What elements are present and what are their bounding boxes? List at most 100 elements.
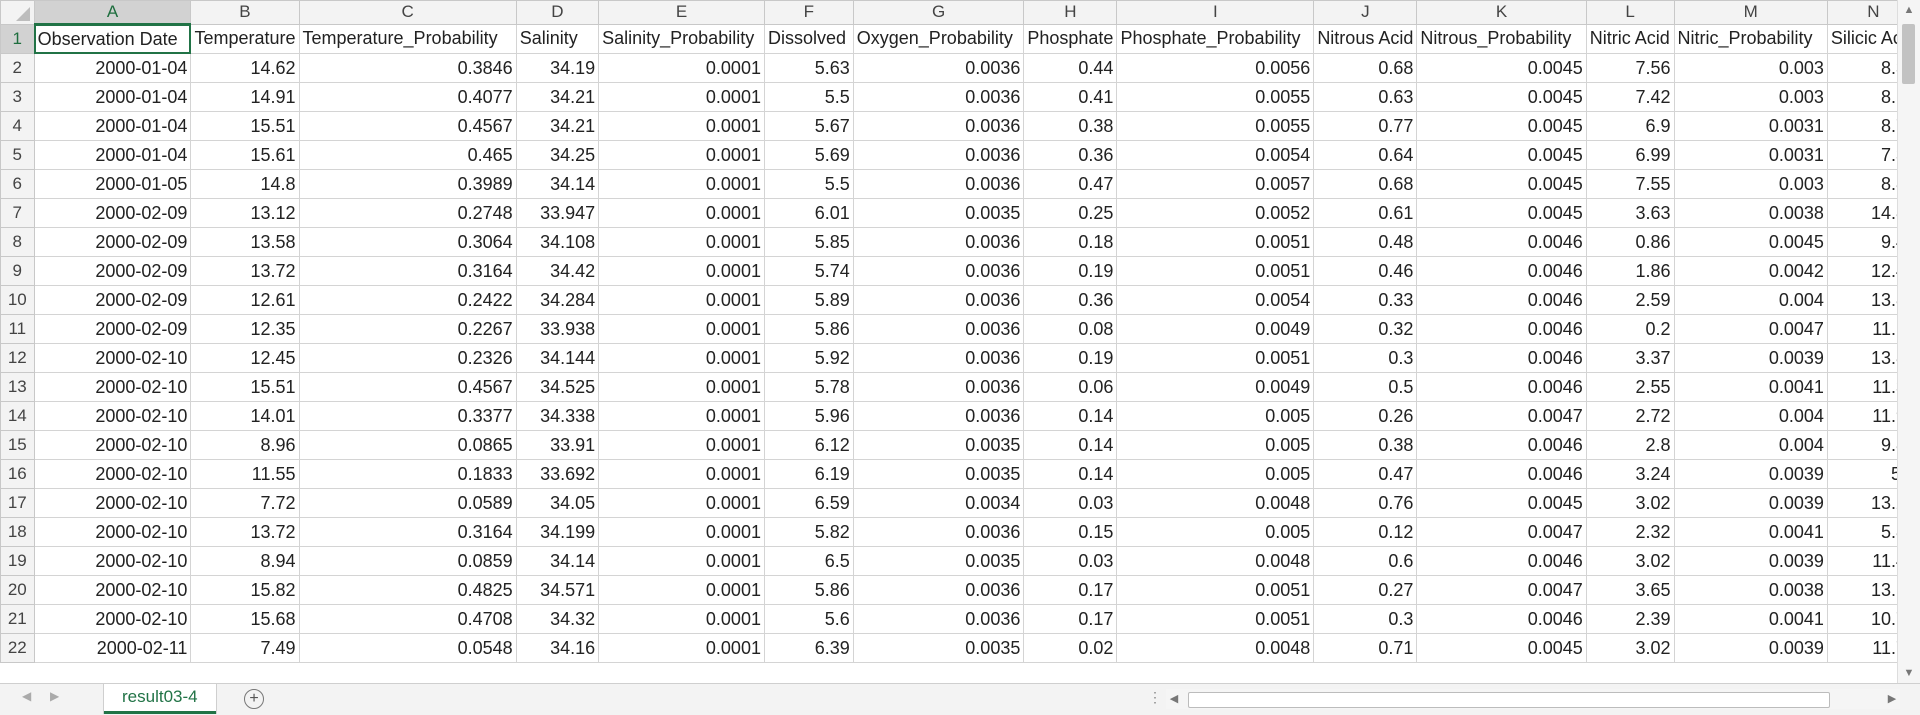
cell-c22[interactable]: 0.0548 [298, 633, 517, 663]
sheet-tab-result03-4[interactable]: result03-4 [104, 684, 216, 714]
cell-g7[interactable]: 0.0035 [852, 198, 1025, 228]
cell-i5[interactable]: 0.0054 [1116, 140, 1315, 170]
cell-b4[interactable]: 15.51 [190, 111, 300, 141]
cell-c10[interactable]: 0.2422 [298, 285, 517, 315]
cell-d8[interactable]: 34.108 [515, 227, 600, 257]
cell-j12[interactable]: 0.3 [1313, 343, 1418, 373]
cell-k8[interactable]: 0.0046 [1416, 227, 1587, 257]
cell-i16[interactable]: 0.005 [1116, 459, 1315, 489]
cell-b16[interactable]: 11.55 [190, 459, 300, 489]
cell-f1[interactable]: Dissolved [763, 23, 854, 54]
cell-k12[interactable]: 0.0046 [1416, 343, 1587, 373]
cell-d6[interactable]: 34.14 [515, 169, 600, 199]
cell-i6[interactable]: 0.0057 [1116, 169, 1315, 199]
cell-l9[interactable]: 1.86 [1585, 256, 1675, 286]
cell-j4[interactable]: 0.77 [1313, 111, 1418, 141]
cell-g1[interactable]: Oxygen_Probability [852, 23, 1025, 54]
cell-b20[interactable]: 15.82 [190, 575, 300, 605]
cell-h1[interactable]: Phosphate [1023, 23, 1118, 54]
cell-m3[interactable]: 0.003 [1673, 82, 1828, 112]
cell-e19[interactable]: 0.0001 [598, 546, 765, 576]
cell-j8[interactable]: 0.48 [1313, 227, 1418, 257]
cell-b9[interactable]: 13.72 [190, 256, 300, 286]
column-header-g[interactable]: G [852, 0, 1025, 25]
cell-d20[interactable]: 34.571 [515, 575, 600, 605]
column-header-i[interactable]: I [1116, 0, 1315, 25]
column-header-l[interactable]: L [1585, 0, 1675, 25]
cell-l7[interactable]: 3.63 [1585, 198, 1675, 228]
cell-g8[interactable]: 0.0036 [852, 227, 1025, 257]
cell-c18[interactable]: 0.3164 [298, 517, 517, 547]
cell-l15[interactable]: 2.8 [1585, 430, 1675, 460]
cell-k19[interactable]: 0.0046 [1416, 546, 1587, 576]
sheet-nav-next-icon[interactable]: ▶ [50, 689, 60, 703]
cell-a9[interactable]: 2000-02-09 [33, 256, 192, 286]
cell-m7[interactable]: 0.0038 [1673, 198, 1828, 228]
cell-e9[interactable]: 0.0001 [598, 256, 765, 286]
cell-h20[interactable]: 0.17 [1023, 575, 1118, 605]
cell-g6[interactable]: 0.0036 [852, 169, 1025, 199]
cell-d19[interactable]: 34.14 [515, 546, 600, 576]
cell-h4[interactable]: 0.38 [1023, 111, 1118, 141]
cell-e17[interactable]: 0.0001 [598, 488, 765, 518]
cell-e11[interactable]: 0.0001 [598, 314, 765, 344]
cell-c2[interactable]: 0.3846 [298, 53, 517, 83]
cell-h2[interactable]: 0.44 [1023, 53, 1118, 83]
column-header-a[interactable]: A [33, 0, 192, 25]
column-header-f[interactable]: F [763, 0, 854, 25]
cell-a3[interactable]: 2000-01-04 [33, 82, 192, 112]
cell-i10[interactable]: 0.0054 [1116, 285, 1315, 315]
cell-a10[interactable]: 2000-02-09 [33, 285, 192, 315]
cell-j22[interactable]: 0.71 [1313, 633, 1418, 663]
cell-d21[interactable]: 34.32 [515, 604, 600, 634]
cell-d16[interactable]: 33.692 [515, 459, 600, 489]
cell-j21[interactable]: 0.3 [1313, 604, 1418, 634]
cell-d15[interactable]: 33.91 [515, 430, 600, 460]
cell-a19[interactable]: 2000-02-10 [33, 546, 192, 576]
cell-f19[interactable]: 6.5 [763, 546, 854, 576]
cell-m15[interactable]: 0.004 [1673, 430, 1828, 460]
cell-h5[interactable]: 0.36 [1023, 140, 1118, 170]
cell-c21[interactable]: 0.4708 [298, 604, 517, 634]
cell-i1[interactable]: Phosphate_Probability [1116, 23, 1315, 54]
cell-l5[interactable]: 6.99 [1585, 140, 1675, 170]
cell-h14[interactable]: 0.14 [1023, 401, 1118, 431]
cell-a18[interactable]: 2000-02-10 [33, 517, 192, 547]
horizontal-scroll-thumb[interactable] [1188, 692, 1830, 708]
cell-h10[interactable]: 0.36 [1023, 285, 1118, 315]
cell-f9[interactable]: 5.74 [763, 256, 854, 286]
cell-b21[interactable]: 15.68 [190, 604, 300, 634]
column-header-c[interactable]: C [298, 0, 517, 25]
cell-m4[interactable]: 0.0031 [1673, 111, 1828, 141]
cell-e14[interactable]: 0.0001 [598, 401, 765, 431]
cell-f20[interactable]: 5.86 [763, 575, 854, 605]
cell-c14[interactable]: 0.3377 [298, 401, 517, 431]
cell-l14[interactable]: 2.72 [1585, 401, 1675, 431]
cell-g16[interactable]: 0.0035 [852, 459, 1025, 489]
add-sheet-icon[interactable]: + [244, 689, 264, 709]
cell-h22[interactable]: 0.02 [1023, 633, 1118, 663]
cell-m20[interactable]: 0.0038 [1673, 575, 1828, 605]
cell-m19[interactable]: 0.0039 [1673, 546, 1828, 576]
cell-e4[interactable]: 0.0001 [598, 111, 765, 141]
cell-k11[interactable]: 0.0046 [1416, 314, 1587, 344]
cell-b11[interactable]: 12.35 [190, 314, 300, 344]
cell-k22[interactable]: 0.0045 [1416, 633, 1587, 663]
cell-c12[interactable]: 0.2326 [298, 343, 517, 373]
cell-j20[interactable]: 0.27 [1313, 575, 1418, 605]
cell-m14[interactable]: 0.004 [1673, 401, 1828, 431]
scroll-down-icon[interactable]: ▼ [1903, 667, 1915, 679]
cell-l12[interactable]: 3.37 [1585, 343, 1675, 373]
cell-a14[interactable]: 2000-02-10 [33, 401, 192, 431]
cell-g19[interactable]: 0.0035 [852, 546, 1025, 576]
row-header[interactable]: 22 [0, 633, 35, 663]
cell-k18[interactable]: 0.0047 [1416, 517, 1587, 547]
cell-l1[interactable]: Nitric Acid [1585, 23, 1675, 54]
cell-k15[interactable]: 0.0046 [1416, 430, 1587, 460]
cell-f4[interactable]: 5.67 [763, 111, 854, 141]
row-header[interactable]: 3 [0, 82, 35, 112]
cell-h11[interactable]: 0.08 [1023, 314, 1118, 344]
cell-b13[interactable]: 15.51 [190, 372, 300, 402]
cell-l13[interactable]: 2.55 [1585, 372, 1675, 402]
